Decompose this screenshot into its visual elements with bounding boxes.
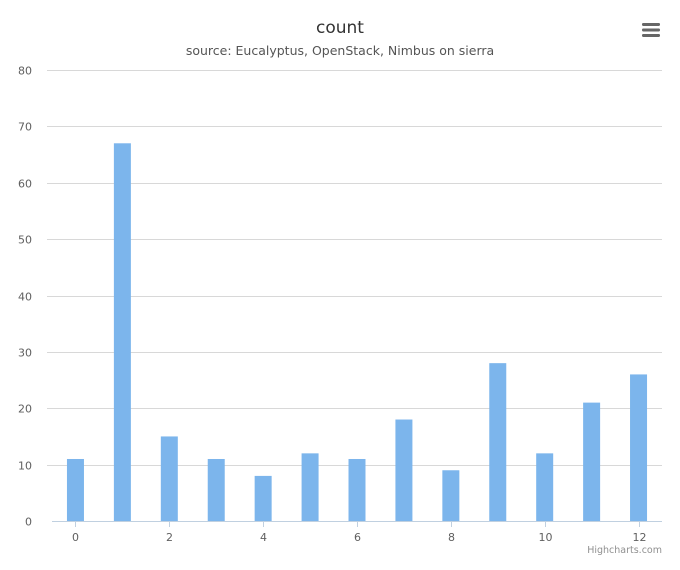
x-axis-labels: 0 2 4 6 8 10 12 bbox=[72, 531, 647, 544]
x-tick-label: 2 bbox=[166, 531, 173, 544]
chart-title: count bbox=[316, 18, 364, 38]
bar[interactable] bbox=[442, 470, 460, 521]
bar[interactable] bbox=[113, 143, 131, 522]
chart-subtitle: source: Eucalyptus, OpenStack, Nimbus on… bbox=[186, 43, 494, 58]
x-axis bbox=[52, 521, 662, 527]
bar[interactable] bbox=[160, 436, 178, 521]
bar[interactable] bbox=[489, 363, 507, 521]
y-tick-label: 0 bbox=[25, 516, 32, 529]
bar[interactable] bbox=[536, 453, 554, 521]
hamburger-menu-icon[interactable] bbox=[638, 18, 664, 42]
y-tick-label: 10 bbox=[18, 460, 32, 473]
y-tick-label: 30 bbox=[18, 347, 32, 360]
x-tick-label: 8 bbox=[448, 531, 455, 544]
bar[interactable] bbox=[583, 402, 601, 521]
gridlines bbox=[47, 70, 662, 466]
y-tick-label: 60 bbox=[18, 178, 32, 191]
x-tick-label: 6 bbox=[354, 531, 361, 544]
y-tick-label: 50 bbox=[18, 234, 32, 247]
credits-link[interactable]: Highcharts.com bbox=[587, 545, 662, 556]
y-axis-labels: 0 10 20 30 40 50 60 70 80 bbox=[18, 65, 32, 529]
bar[interactable] bbox=[630, 374, 648, 521]
bar[interactable] bbox=[207, 458, 225, 521]
bar[interactable] bbox=[254, 475, 272, 521]
y-tick-label: 80 bbox=[18, 65, 32, 78]
x-tick-label: 4 bbox=[260, 531, 267, 544]
bar[interactable] bbox=[301, 453, 319, 521]
bar[interactable] bbox=[395, 419, 413, 521]
y-tick-label: 20 bbox=[18, 403, 32, 416]
bar[interactable] bbox=[66, 458, 84, 521]
x-tick-label: 10 bbox=[539, 531, 553, 544]
bars bbox=[66, 143, 648, 522]
x-tick-label: 0 bbox=[72, 531, 79, 544]
y-tick-label: 70 bbox=[18, 121, 32, 134]
x-tick-label: 12 bbox=[633, 531, 647, 544]
bar[interactable] bbox=[348, 458, 366, 521]
y-tick-label: 40 bbox=[18, 291, 32, 304]
